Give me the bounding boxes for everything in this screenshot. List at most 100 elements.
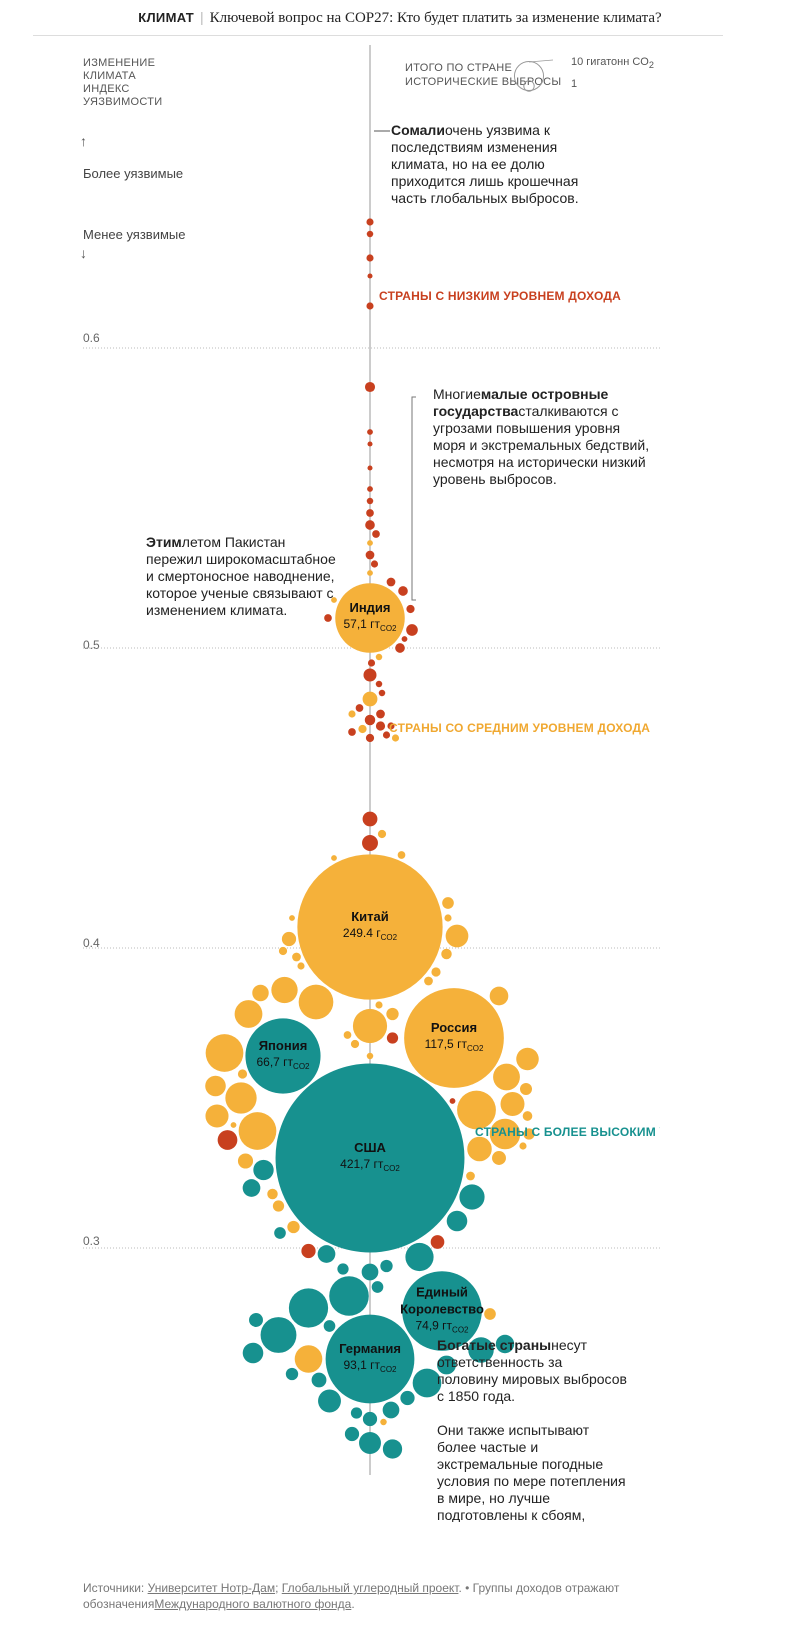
country-bubble (343, 1031, 352, 1039)
country-bubble (271, 976, 298, 1004)
source-link-notre-dame[interactable]: Университет Нотр-Дам (147, 1581, 276, 1595)
country-bubble (285, 1367, 299, 1381)
source-end: . (351, 1597, 355, 1611)
less-vulnerable-label: Менее уязвимые (83, 227, 186, 242)
country-bubble (380, 1259, 393, 1273)
country-bubble (217, 1130, 238, 1150)
country-bubble (367, 540, 373, 546)
annotation-rich-text: несут ответственность за половину мировы… (437, 1337, 627, 1404)
annotation-somalia: Сомалиочень уязвима к последствиям измен… (391, 122, 591, 207)
country-bubble (406, 624, 418, 636)
country-bubble (375, 680, 383, 688)
bubble-label-name: Китай (351, 908, 389, 924)
size-legend-big-sub: 2 (648, 60, 654, 71)
country-bubble (367, 570, 373, 576)
more-vulnerable-label: Более уязвимые (83, 166, 184, 181)
country-bubble (367, 486, 373, 492)
annotation-rich-para: Богатые странынесут ответственность за п… (437, 1337, 627, 1405)
annotation-somalia-text: очень уязвима к последствиям изменения к… (391, 122, 579, 206)
annotation-islands-bold: малые островные государства (433, 386, 609, 419)
y-axis-title-line: УЯЗВИМОСТИ (83, 96, 163, 108)
country-bubble (205, 1034, 244, 1072)
arrow-down-icon: ↓ (80, 245, 87, 261)
country-bubble (249, 1313, 263, 1327)
annotation-rich-bold: Богатые страны (437, 1337, 552, 1353)
country-bubble (337, 1263, 349, 1275)
size-legend-circle-big (513, 60, 545, 92)
country-bubble (489, 986, 509, 1006)
y-axis-title-line: ИНДЕКС (83, 83, 130, 95)
bubble-label-unit: CO2 (380, 624, 397, 634)
annotation-islands-text: сталкиваются с угрозами повышения уровня… (433, 403, 650, 487)
country-bubble (364, 714, 376, 726)
country-bubble (489, 1118, 521, 1150)
country-bubble (386, 1032, 399, 1044)
source-prefix: Источники: (83, 1581, 148, 1595)
country-bubble (352, 1008, 388, 1044)
bubble-label: Индия 57,1 гтCO2 (343, 599, 396, 637)
bubble-label-unit: CO2 (380, 1365, 397, 1375)
country-bubble (350, 1039, 360, 1049)
group-label-middle: СТРАНЫ СО СРЕДНИМ УРОВНЕМ ДОХОДА (389, 721, 651, 735)
country-bubble (344, 1426, 360, 1442)
country-bubble (484, 1308, 496, 1320)
country-bubble (449, 1098, 456, 1104)
country-bubble (397, 851, 406, 859)
country-bubble (362, 811, 378, 827)
country-bubble (297, 962, 305, 970)
country-bubble (359, 1432, 381, 1454)
bubble-label: Россия 117,5 гтCO2 (425, 1019, 484, 1057)
size-legend-title: ИТОГО ПО СТРАНЕ ИСТОРИЧЕСКИЕ ВЫБРОСЫ (405, 61, 561, 89)
source-link-carbon-project[interactable]: Глобальный углеродный проект (281, 1581, 459, 1595)
country-bubble (238, 1112, 277, 1150)
bubble-label-name: Россия (430, 1019, 478, 1035)
country-bubble (274, 1227, 286, 1239)
country-bubble (378, 689, 386, 697)
arrow-up-icon: ↑ (80, 133, 87, 149)
country-bubble (446, 1210, 468, 1232)
source-note-text: Группы доходов отражают обозначения (83, 1581, 620, 1611)
country-bubble (362, 835, 378, 851)
bubble-label-name: США (354, 1139, 386, 1155)
annotation-pakistan-text: летом Пакистан пережил широкомасштабное … (146, 534, 336, 618)
section-label[interactable]: КЛИМАТ (138, 10, 194, 25)
country-bubble (375, 653, 383, 661)
bubble-label-value: 93,1 гтCO2 (343, 1357, 397, 1375)
country-bubble (287, 1220, 300, 1234)
bubble-label-name: Единый (416, 1284, 468, 1300)
bubble-label: Единый Королевство 74,9 гтCO2 (400, 1283, 484, 1338)
y-axis-title-line: КЛИМАТА (83, 70, 136, 82)
country-bubble (401, 636, 408, 642)
country-bubble (375, 1001, 383, 1009)
header-rule (33, 35, 723, 36)
country-bubble (520, 1083, 532, 1095)
bubble-label: Япония 66,7 гтCO2 (256, 1037, 309, 1075)
source-sep: ; (275, 1581, 282, 1595)
country-bubble (405, 1242, 434, 1272)
bubble-label-value: 249.4 гCO2 (342, 925, 398, 943)
country-bubble (253, 1159, 274, 1181)
country-bubble (366, 302, 374, 310)
country-bubble (366, 218, 374, 226)
bubble-label-unit: CO2 (383, 1164, 400, 1174)
bubble-label-value: 57,1 гтCO2 (343, 616, 397, 634)
size-legend-big-label: 10 гигатонн CO2 (571, 56, 654, 70)
country-bubble (365, 520, 375, 530)
bubble-label-value: 74,9 гтCO2 (415, 1318, 469, 1335)
country-bubble (492, 1151, 506, 1165)
country-bubble (467, 1136, 492, 1162)
size-legend-small-label: 1 (571, 78, 578, 90)
page-header: КЛИМАТ | Ключевой вопрос на COP27: Кто буд… (0, 0, 800, 34)
country-bubble (362, 691, 378, 707)
country-bubble (523, 1128, 535, 1140)
country-bubble (375, 721, 386, 731)
country-bubble (445, 924, 469, 948)
y-axis-title: ИЗМЕНЕНИЕ КЛИМАТА ИНДЕКС УЯЗВИМОСТИ (83, 57, 213, 109)
country-bubble (298, 984, 334, 1020)
source-link-imf[interactable]: Международного валютного фонда (154, 1597, 352, 1611)
country-bubble (367, 429, 373, 435)
country-bubble (500, 1092, 525, 1116)
size-legend-leader (528, 59, 554, 63)
bubble-label-unit: CO2 (452, 1325, 469, 1335)
country-bubble (457, 1090, 496, 1130)
